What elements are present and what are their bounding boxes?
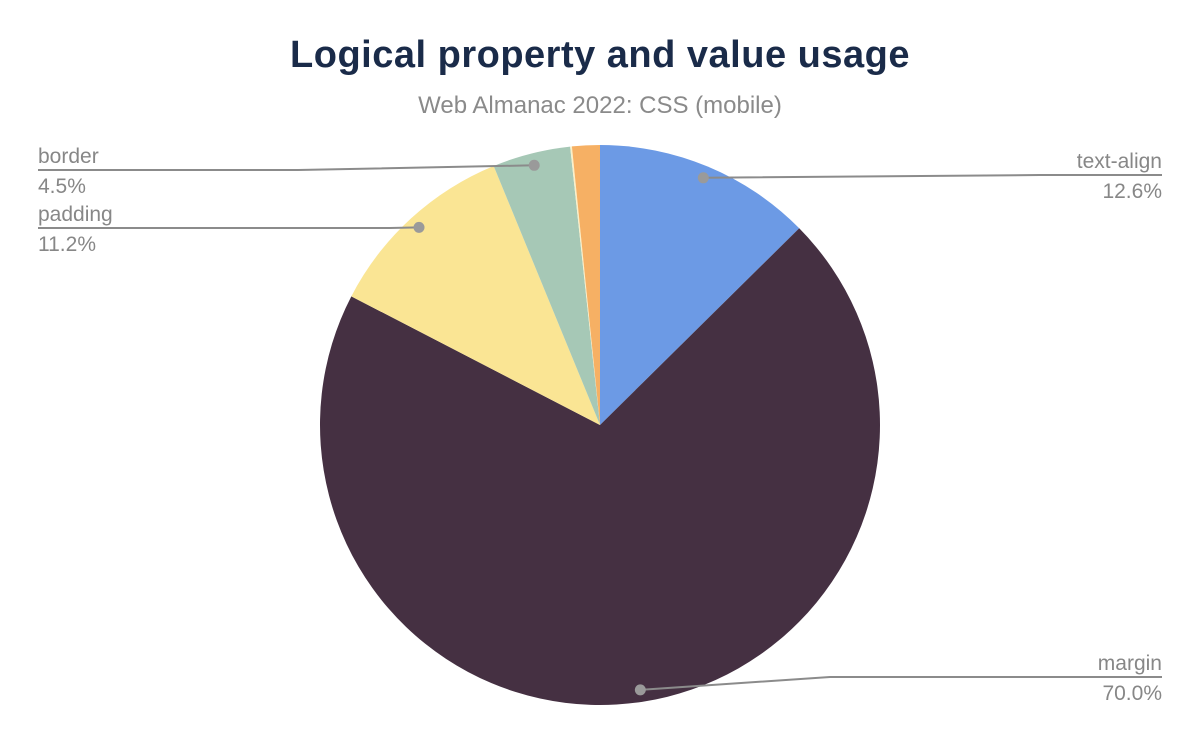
slice-value-text-align: 12.6% <box>1102 180 1162 203</box>
callout-line-margin <box>640 676 1162 691</box>
slice-value-border: 4.5% <box>38 175 86 198</box>
callout-dot-margin <box>634 684 646 696</box>
slice-label-border: border <box>38 145 99 168</box>
callout-line-padding <box>38 226 420 229</box>
chart-subtitle: Web Almanac 2022: CSS (mobile) <box>418 92 782 119</box>
slice-value-padding: 11.2% <box>38 233 96 256</box>
callout-line-text-align <box>703 174 1162 179</box>
pie-slice-margin[interactable] <box>319 228 880 706</box>
slice-value-margin: 70.0% <box>1102 682 1162 705</box>
callout-dot-text-align <box>697 172 709 184</box>
pie-slice-other[interactable] <box>571 145 600 425</box>
pie-callouts: text-align 12.6% margin 70.0% padding 11.2% bo… <box>38 145 1162 705</box>
chart-title: Logical property and value usage <box>290 34 910 76</box>
pie-slice-text-align[interactable] <box>600 145 800 425</box>
callout-line-border <box>38 164 535 171</box>
slice-label-padding: padding <box>38 203 113 226</box>
pie-slices <box>319 145 880 706</box>
slice-label-margin: margin <box>1098 652 1162 675</box>
callout-dot-padding <box>413 221 425 233</box>
pie-slice-padding[interactable] <box>351 165 600 426</box>
slice-label-text-align: text-align <box>1077 150 1162 173</box>
callout-dot-border <box>528 159 540 171</box>
pie-slice-border[interactable] <box>493 146 600 425</box>
pie-slice-other[interactable] <box>570 146 600 425</box>
